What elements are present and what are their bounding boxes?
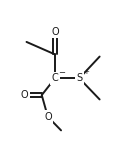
Text: O: O [21,90,28,100]
Text: S: S [76,73,82,83]
Text: O: O [51,27,59,37]
Text: O: O [44,112,52,122]
Text: C: C [52,73,58,83]
Text: +: + [84,69,90,75]
Text: −: − [58,68,65,77]
